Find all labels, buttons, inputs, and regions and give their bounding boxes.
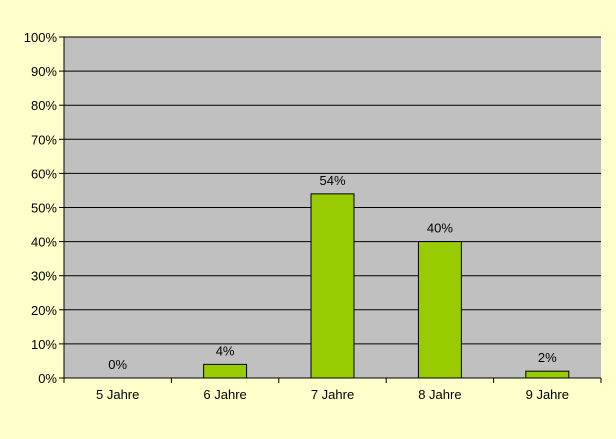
x-category-label: 9 Jahre [526, 387, 569, 402]
x-category-label: 6 Jahre [203, 387, 246, 402]
data-label: 54% [319, 173, 345, 188]
x-category-label: 7 Jahre [311, 387, 354, 402]
y-tick-label: 10% [31, 337, 57, 352]
data-label: 4% [216, 343, 235, 358]
y-tick-label: 0% [38, 371, 57, 386]
x-category-label: 5 Jahre [96, 387, 139, 402]
data-label: 40% [427, 221, 453, 236]
bar-4 [417, 241, 462, 379]
y-tick-label: 50% [31, 201, 57, 216]
y-tick-label: 100% [24, 30, 58, 45]
y-tick-label: 80% [31, 98, 57, 113]
data-label: 2% [538, 350, 557, 365]
bar-2 [203, 363, 248, 379]
data-label: 0% [108, 357, 127, 372]
bar-3 [310, 193, 355, 379]
y-tick-label: 70% [31, 132, 57, 147]
y-tick-label: 40% [31, 235, 57, 250]
y-tick-label: 60% [31, 166, 57, 181]
y-tick-label: 20% [31, 303, 57, 318]
y-tick-label: 90% [31, 64, 57, 79]
y-tick-label: 30% [31, 269, 57, 284]
bar-5 [525, 370, 570, 379]
x-category-label: 8 Jahre [418, 387, 461, 402]
